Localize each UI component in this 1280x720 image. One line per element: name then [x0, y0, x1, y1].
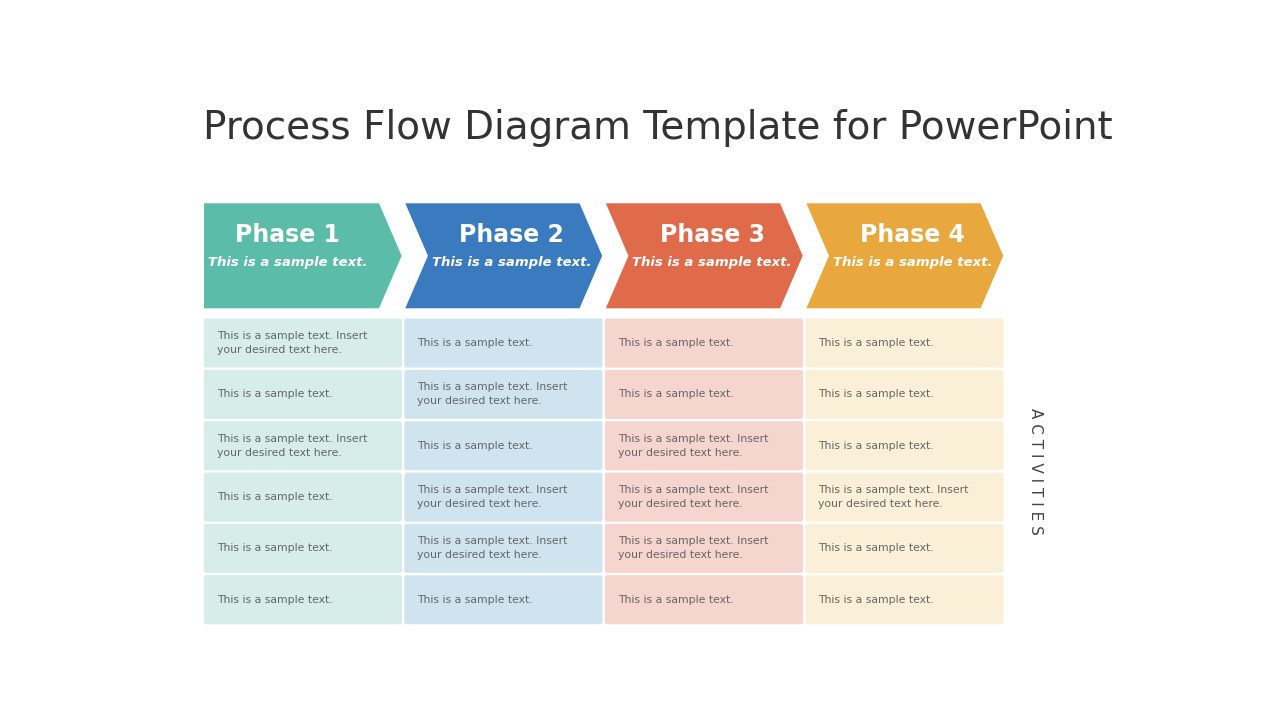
Text: This is a sample text.: This is a sample text. — [833, 256, 992, 269]
Text: This is a sample text. Insert
your desired text here.: This is a sample text. Insert your desir… — [417, 382, 567, 406]
Text: Phase 4: Phase 4 — [860, 223, 965, 248]
Text: This is a sample text. Insert
your desired text here.: This is a sample text. Insert your desir… — [417, 485, 567, 509]
FancyBboxPatch shape — [204, 318, 402, 368]
FancyBboxPatch shape — [204, 421, 402, 470]
Text: This is a sample text.: This is a sample text. — [417, 338, 532, 348]
Text: This is a sample text.: This is a sample text. — [216, 595, 333, 605]
FancyBboxPatch shape — [204, 370, 402, 419]
Text: This is a sample text.: This is a sample text. — [818, 390, 934, 400]
FancyBboxPatch shape — [805, 318, 1004, 368]
Text: This is a sample text.: This is a sample text. — [818, 544, 934, 554]
FancyBboxPatch shape — [805, 421, 1004, 470]
Text: Phase 2: Phase 2 — [460, 223, 564, 248]
Polygon shape — [202, 202, 403, 310]
Text: This is a sample text.: This is a sample text. — [417, 595, 532, 605]
Text: This is a sample text.: This is a sample text. — [431, 256, 591, 269]
Text: This is a sample text.: This is a sample text. — [216, 544, 333, 554]
FancyBboxPatch shape — [805, 524, 1004, 573]
Text: This is a sample text. Insert
your desired text here.: This is a sample text. Insert your desir… — [417, 536, 567, 560]
Text: This is a sample text.: This is a sample text. — [216, 492, 333, 502]
Text: A C T I V I T I E S: A C T I V I T I E S — [1028, 408, 1043, 535]
FancyBboxPatch shape — [605, 370, 803, 419]
Text: This is a sample text. Insert
your desired text here.: This is a sample text. Insert your desir… — [618, 536, 768, 560]
Text: Phase 3: Phase 3 — [659, 223, 764, 248]
FancyBboxPatch shape — [605, 318, 803, 368]
Polygon shape — [604, 202, 804, 310]
FancyBboxPatch shape — [805, 575, 1004, 624]
Text: This is a sample text.: This is a sample text. — [818, 338, 934, 348]
Text: This is a sample text. Insert
your desired text here.: This is a sample text. Insert your desir… — [618, 433, 768, 458]
Polygon shape — [804, 202, 1005, 310]
Text: This is a sample text.: This is a sample text. — [818, 441, 934, 451]
Polygon shape — [403, 202, 604, 310]
FancyBboxPatch shape — [204, 472, 402, 521]
Text: This is a sample text. Insert
your desired text here.: This is a sample text. Insert your desir… — [618, 485, 768, 509]
Text: This is a sample text.: This is a sample text. — [216, 390, 333, 400]
FancyBboxPatch shape — [404, 370, 603, 419]
FancyBboxPatch shape — [805, 472, 1004, 521]
FancyBboxPatch shape — [805, 370, 1004, 419]
FancyBboxPatch shape — [404, 575, 603, 624]
FancyBboxPatch shape — [605, 524, 803, 573]
Text: This is a sample text.: This is a sample text. — [818, 595, 934, 605]
Text: Process Flow Diagram Template for PowerPoint: Process Flow Diagram Template for PowerP… — [202, 109, 1112, 148]
Text: This is a sample text.: This is a sample text. — [618, 390, 733, 400]
FancyBboxPatch shape — [404, 472, 603, 521]
Text: This is a sample text.: This is a sample text. — [618, 338, 733, 348]
Text: This is a sample text.: This is a sample text. — [618, 595, 733, 605]
FancyBboxPatch shape — [404, 524, 603, 573]
FancyBboxPatch shape — [605, 575, 803, 624]
Text: This is a sample text. Insert
your desired text here.: This is a sample text. Insert your desir… — [818, 485, 969, 509]
FancyBboxPatch shape — [605, 421, 803, 470]
FancyBboxPatch shape — [204, 524, 402, 573]
Text: Phase 1: Phase 1 — [236, 223, 340, 248]
FancyBboxPatch shape — [404, 318, 603, 368]
Text: This is a sample text.: This is a sample text. — [207, 256, 367, 269]
Text: This is a sample text. Insert
your desired text here.: This is a sample text. Insert your desir… — [216, 331, 367, 355]
Text: This is a sample text.: This is a sample text. — [632, 256, 792, 269]
Text: This is a sample text. Insert
your desired text here.: This is a sample text. Insert your desir… — [216, 433, 367, 458]
FancyBboxPatch shape — [204, 575, 402, 624]
FancyBboxPatch shape — [605, 472, 803, 521]
Text: This is a sample text.: This is a sample text. — [417, 441, 532, 451]
FancyBboxPatch shape — [404, 421, 603, 470]
